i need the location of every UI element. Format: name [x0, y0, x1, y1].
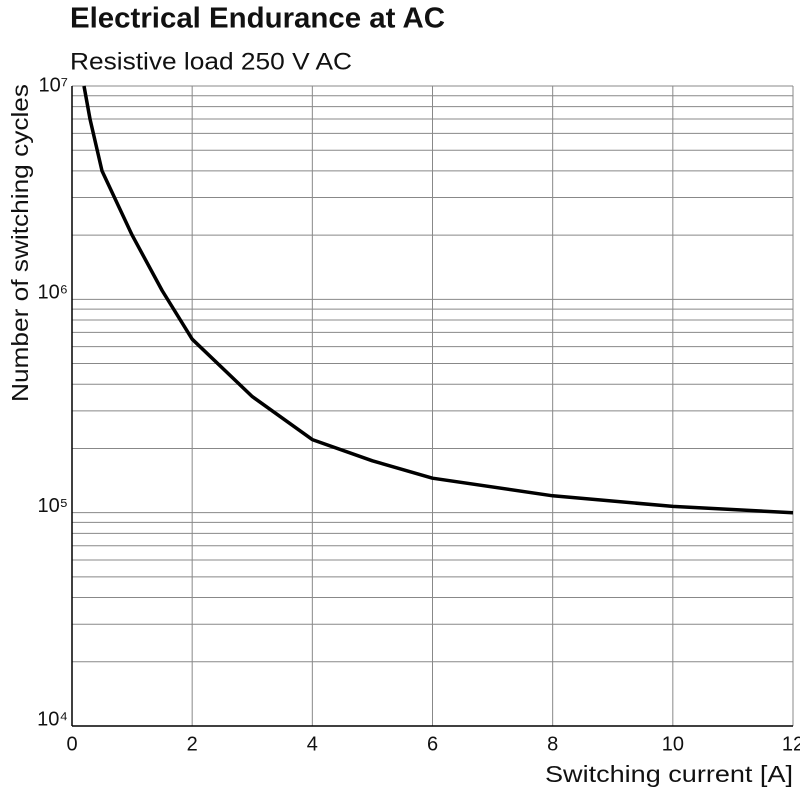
x-tick-label: 6 — [427, 733, 438, 755]
y-tick-label: 10⁶ — [38, 282, 68, 304]
curve — [82, 85, 794, 515]
x-tick-label: 12 — [782, 733, 800, 755]
x-tick-label: 0 — [66, 733, 77, 755]
y-tick-label: 10⁵ — [37, 495, 68, 517]
x-tick-label: 2 — [187, 733, 198, 755]
y-axis-label: Number of switching cycles — [7, 84, 33, 402]
y-tick-label: 10⁴ — [37, 708, 68, 730]
chart-subtitle: Resistive load 250 V AC — [70, 48, 352, 75]
y-tick-label: 10⁷ — [39, 74, 68, 96]
x-tick-label: 8 — [547, 733, 558, 755]
x-tick-label: 4 — [307, 733, 318, 755]
chart-title: Electrical Endurance at AC — [70, 3, 445, 35]
x-tick-label: 10 — [662, 733, 684, 755]
x-axis-label: Switching current [A] — [545, 761, 793, 787]
